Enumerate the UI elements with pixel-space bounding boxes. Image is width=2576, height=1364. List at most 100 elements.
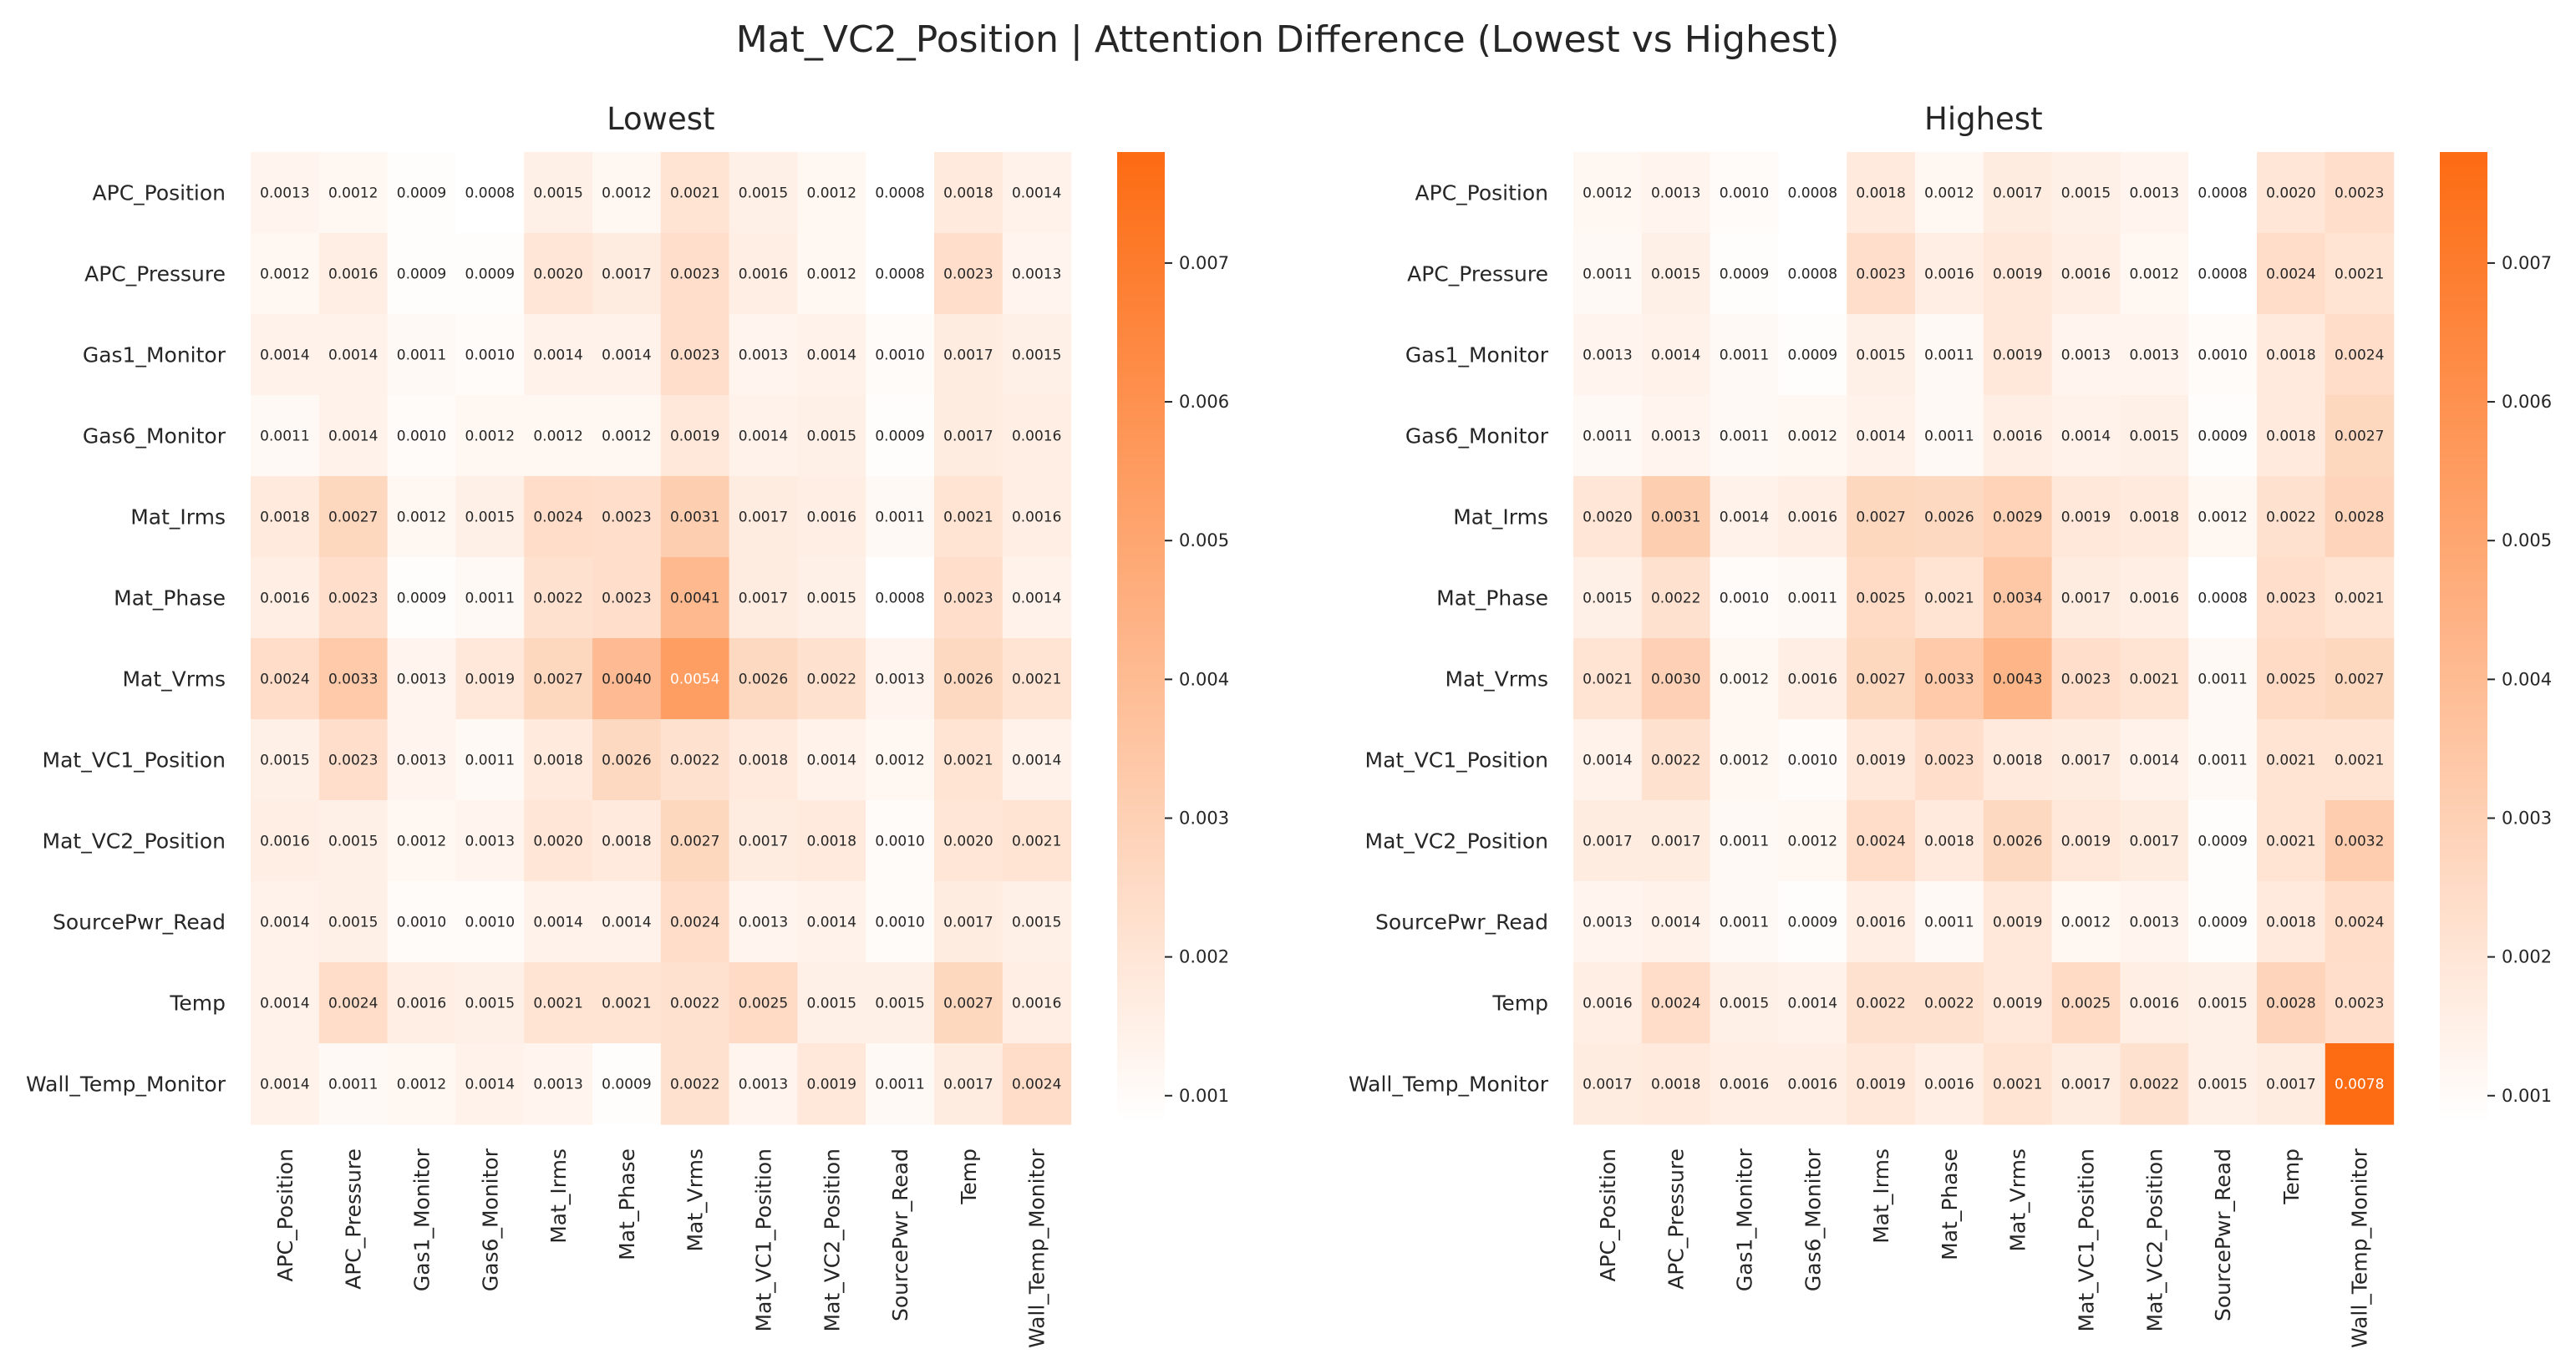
colorbar-tick-label: 0.003 [2502, 808, 2552, 828]
heatmap-cell [660, 638, 730, 720]
cell-value-label: 0.0015 [465, 996, 515, 1012]
heatmap-cell [318, 719, 389, 801]
cell-value-label: 0.0018 [739, 753, 788, 769]
heatmap-cell [1915, 1043, 1984, 1125]
cell-value-label: 0.0011 [260, 428, 309, 445]
cell-value-label: 0.0018 [2266, 347, 2315, 364]
heatmap-cell [318, 152, 389, 234]
cell-value-label: 0.0026 [943, 672, 993, 688]
heatmap-cell [866, 800, 935, 882]
heatmap-cell [1847, 800, 1916, 882]
heatmap-cell [251, 1043, 320, 1125]
heatmap-cell [455, 881, 525, 963]
heatmap-cell [1710, 800, 1779, 882]
cell-value-label: 0.0021 [1012, 672, 1061, 688]
cell-value-label: 0.0012 [465, 428, 515, 445]
cell-value-label: 0.0008 [2197, 591, 2247, 607]
heatmap-cell [524, 962, 593, 1044]
heatmap-cell [2257, 638, 2326, 720]
heatmap-cell [1573, 476, 1643, 558]
heatmap-cell [1915, 314, 1984, 396]
heatmap-cell [1847, 881, 1916, 963]
cell-value-label: 0.0023 [2266, 591, 2315, 607]
cell-value-label: 0.0015 [875, 996, 924, 1012]
heatmap-cell [1002, 395, 1072, 477]
heatmap-cell [1983, 314, 2053, 396]
cell-value-label: 0.0010 [397, 428, 446, 445]
cell-value-label: 0.0016 [328, 266, 378, 283]
cell-value-label: 0.0009 [2197, 428, 2247, 445]
heatmap-cell [251, 152, 320, 234]
cell-value-label: 0.0008 [875, 591, 924, 607]
cell-value-label: 0.0011 [2197, 753, 2247, 769]
cell-value-label: 0.0019 [670, 428, 719, 445]
heatmap-cell [797, 800, 866, 882]
heatmap-cell [455, 476, 525, 558]
cell-value-label: 0.0078 [2335, 1077, 2384, 1093]
column-label: Mat_Phase [1938, 1148, 1962, 1260]
cell-value-label: 0.0011 [397, 347, 446, 364]
cell-value-label: 0.0017 [2061, 753, 2111, 769]
heatmap-cell [2257, 395, 2326, 477]
heatmap-cell [729, 557, 798, 639]
heatmap-cell [1573, 638, 1643, 720]
heatmap-cell [251, 395, 320, 477]
heatmap-cell [1983, 1043, 2053, 1125]
heatmap-cell [524, 557, 593, 639]
heatmap-cell [797, 152, 866, 234]
heatmap-cell [2188, 1043, 2258, 1125]
heatmap-cell [934, 152, 1003, 234]
heatmap-cell [524, 638, 593, 720]
cell-value-label: 0.0012 [807, 266, 856, 283]
heatmap-cell [1983, 476, 2053, 558]
cell-value-label: 0.0012 [1720, 672, 1769, 688]
cell-value-label: 0.0017 [1993, 185, 2042, 202]
cell-value-label: 0.0016 [2061, 266, 2111, 283]
cell-value-label: 0.0017 [739, 510, 788, 526]
heatmap-cell [797, 719, 866, 801]
cell-value-label: 0.0016 [1720, 1077, 1769, 1093]
heatmap-cell [1778, 476, 1847, 558]
heatmap-cell [524, 233, 593, 315]
cell-value-label: 0.0016 [1788, 510, 1837, 526]
cell-value-label: 0.0014 [739, 428, 788, 445]
heatmap-cell [2324, 233, 2395, 315]
cell-value-label: 0.0018 [1856, 185, 1905, 202]
cell-value-label: 0.0020 [533, 266, 582, 283]
cell-value-label: 0.0008 [1788, 266, 1837, 283]
cell-value-label: 0.0019 [1856, 1077, 1905, 1093]
heatmap-cell [1710, 557, 1779, 639]
heatmap-cell [2188, 314, 2258, 396]
heatmap-cell [1847, 395, 1916, 477]
heatmap-cell [2051, 476, 2121, 558]
heatmap-cell [318, 395, 389, 477]
row-label: Mat_Vrms [122, 667, 226, 692]
cell-value-label: 0.0014 [1856, 428, 1905, 445]
heatmap-cell [318, 962, 389, 1044]
heatmap-cell [1847, 557, 1916, 639]
cell-value-label: 0.0011 [1788, 591, 1837, 607]
cell-value-label: 0.0016 [1993, 428, 2042, 445]
row-label: Wall_Temp_Monitor [1349, 1072, 1549, 1097]
cell-value-label: 0.0014 [2130, 753, 2179, 769]
cell-value-label: 0.0014 [2061, 428, 2111, 445]
cell-value-label: 0.0016 [1856, 915, 1905, 931]
row-label: SourcePwr_Read [1375, 910, 1548, 935]
row-label: Mat_Irms [130, 505, 226, 530]
heatmap-cell [1710, 881, 1779, 963]
column-label: Mat_Irms [1869, 1148, 1893, 1244]
cell-value-label: 0.0014 [602, 347, 651, 364]
cell-value-label: 0.0023 [2061, 672, 2111, 688]
cell-value-label: 0.0012 [397, 834, 446, 850]
cell-value-label: 0.0022 [2266, 510, 2315, 526]
cell-value-label: 0.0019 [1993, 915, 2042, 931]
column-label: Gas1_Monitor [410, 1148, 434, 1291]
cell-value-label: 0.0016 [1012, 996, 1061, 1012]
heatmap-cell [524, 395, 593, 477]
heatmap-cell [660, 314, 730, 396]
heatmap-cell [1002, 719, 1072, 801]
heatmap-cell [2120, 152, 2189, 234]
cell-value-label: 0.0016 [260, 834, 309, 850]
heatmap-cell [2188, 962, 2258, 1044]
row-label: Mat_VC1_Position [1365, 748, 1549, 773]
